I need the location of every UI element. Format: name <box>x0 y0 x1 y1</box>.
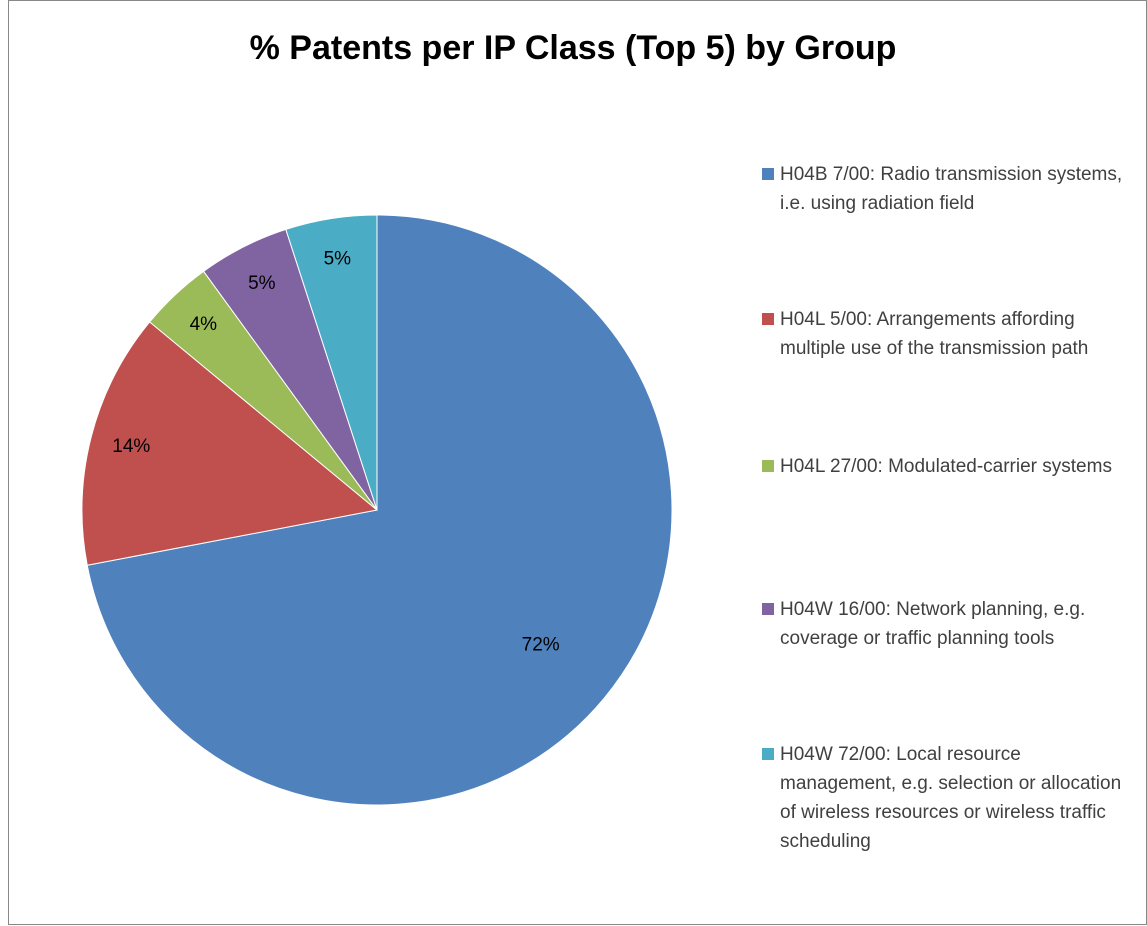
legend-swatch <box>762 313 774 325</box>
legend-swatch <box>762 748 774 760</box>
data-label: 14% <box>112 436 150 457</box>
legend-entry: H04B 7/00: Radio transmission systems, i… <box>762 160 1134 218</box>
legend-label: H04L 27/00: Modulated-carrier systems <box>780 456 1112 477</box>
legend-label: H04L 5/00: Arrangements affording multip… <box>780 309 1089 359</box>
legend-entry: H04W 72/00: Local resource management, e… <box>762 740 1134 856</box>
legend-label: H04W 16/00: Network planning, e.g. cover… <box>780 599 1086 649</box>
legend-swatch <box>762 168 774 180</box>
data-label: 5% <box>248 273 276 294</box>
legend-label: H04B 7/00: Radio transmission systems, i… <box>780 164 1123 214</box>
legend-entry: H04L 27/00: Modulated-carrier systems <box>762 452 1134 481</box>
legend-swatch <box>762 603 774 615</box>
legend-entry: H04W 16/00: Network planning, e.g. cover… <box>762 595 1134 653</box>
pie-slice <box>86 214 673 806</box>
chart-title: % Patents per IP Class (Top 5) by Group <box>250 29 897 67</box>
legend-entry: H04L 5/00: Arrangements affording multip… <box>762 305 1134 363</box>
pie-slice <box>285 214 378 511</box>
legend-label: H04W 72/00: Local resource management, e… <box>780 744 1122 852</box>
legend-swatch <box>762 460 774 472</box>
data-label: 72% <box>522 634 560 655</box>
data-label: 4% <box>190 314 218 335</box>
data-label: 5% <box>324 248 352 269</box>
pie-slice <box>81 321 379 566</box>
